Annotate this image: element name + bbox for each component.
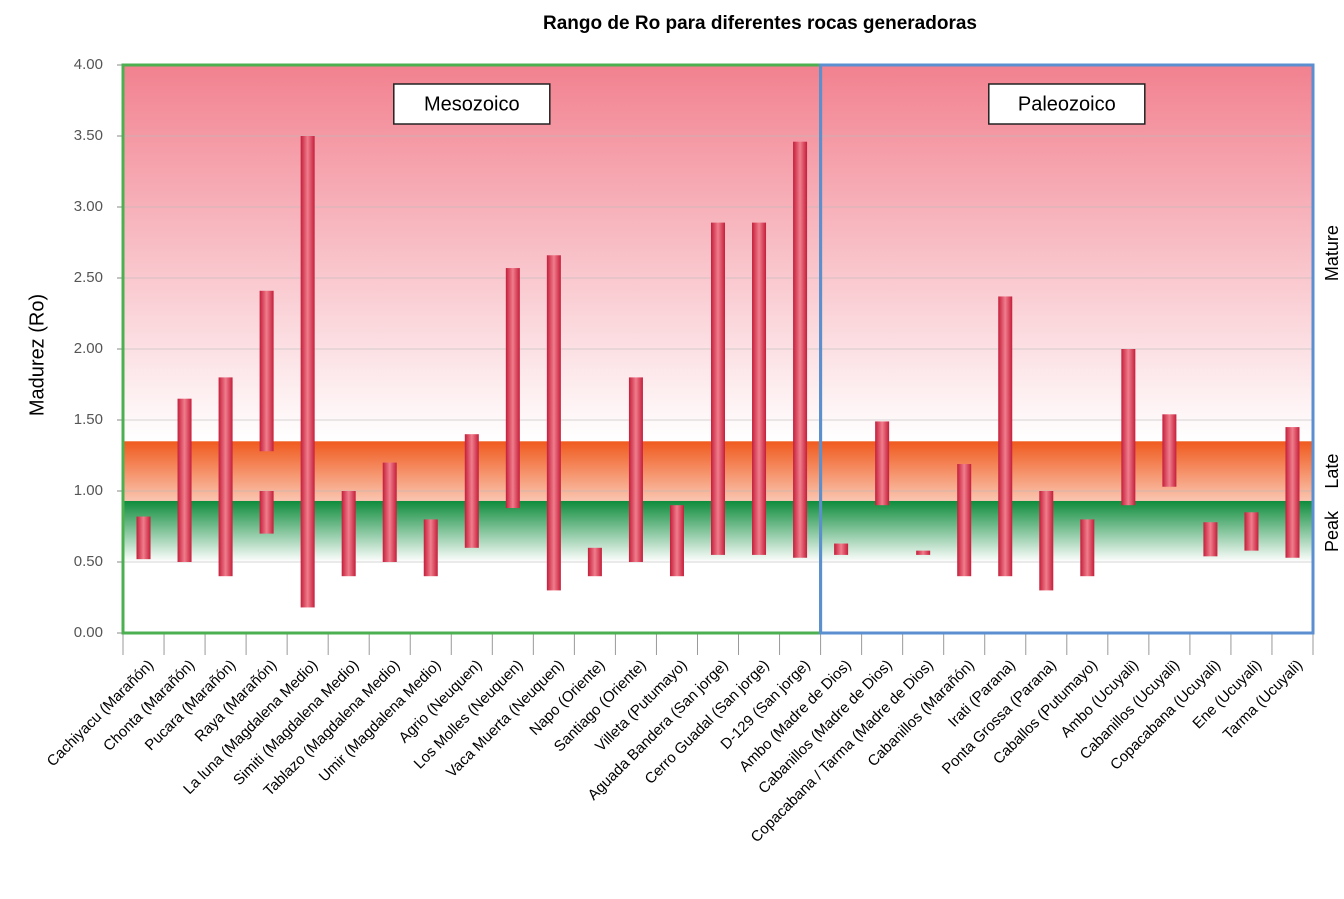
range-bar xyxy=(382,462,397,562)
range-bar xyxy=(1285,427,1300,558)
range-bar xyxy=(957,464,972,577)
range-bar xyxy=(998,296,1013,577)
zone-label: Mature xyxy=(1322,225,1342,281)
y-tick-label: 1.50 xyxy=(74,411,103,428)
range-bar xyxy=(628,377,643,562)
range-bar xyxy=(423,519,438,577)
range-bar xyxy=(793,141,808,558)
y-tick-label: 3.50 xyxy=(74,127,103,144)
y-tick-label: 1.00 xyxy=(74,482,103,499)
y-tick-label: 0.50 xyxy=(74,553,103,570)
group-label-box xyxy=(988,83,1146,125)
range-bar xyxy=(752,222,767,555)
y-tick-label: 0.00 xyxy=(74,624,103,641)
range-bar xyxy=(259,491,274,534)
range-bar xyxy=(669,505,684,577)
chart-title: Rango de Ro para diferentes rocas genera… xyxy=(543,13,977,34)
range-bar xyxy=(177,398,192,562)
group-label-box xyxy=(393,83,551,125)
range-bar xyxy=(834,543,849,555)
y-tick-label: 3.00 xyxy=(74,198,103,215)
range-bar xyxy=(711,222,725,555)
range-bar xyxy=(218,377,233,577)
range-bar xyxy=(1039,491,1054,591)
range-bar xyxy=(1080,519,1095,577)
range-bar xyxy=(916,550,931,555)
range-bar xyxy=(259,290,274,452)
range-bar xyxy=(1203,522,1218,557)
zone-label: Late xyxy=(1322,454,1342,489)
y-tick-label: 4.00 xyxy=(74,56,103,73)
range-bar xyxy=(505,268,520,509)
range-bar xyxy=(136,516,151,560)
zone-label: Peak xyxy=(1322,510,1342,552)
group-label: Paleozoico xyxy=(1018,93,1116,115)
y-axis-label: Madurez (Ro) xyxy=(26,294,48,416)
range-bar xyxy=(464,434,479,548)
range-bar xyxy=(341,491,356,577)
y-tick-label: 2.50 xyxy=(74,269,103,286)
range-bar xyxy=(875,421,890,506)
group-frame xyxy=(819,63,1315,635)
group-label: Mesozoico xyxy=(424,93,520,115)
range-bar xyxy=(1121,349,1136,506)
range-bar xyxy=(300,136,315,608)
range-bar xyxy=(546,255,561,591)
y-tick-label: 2.00 xyxy=(74,340,103,357)
range-bar xyxy=(587,547,602,577)
range-bar xyxy=(1244,512,1259,551)
range-bar xyxy=(1162,414,1177,487)
